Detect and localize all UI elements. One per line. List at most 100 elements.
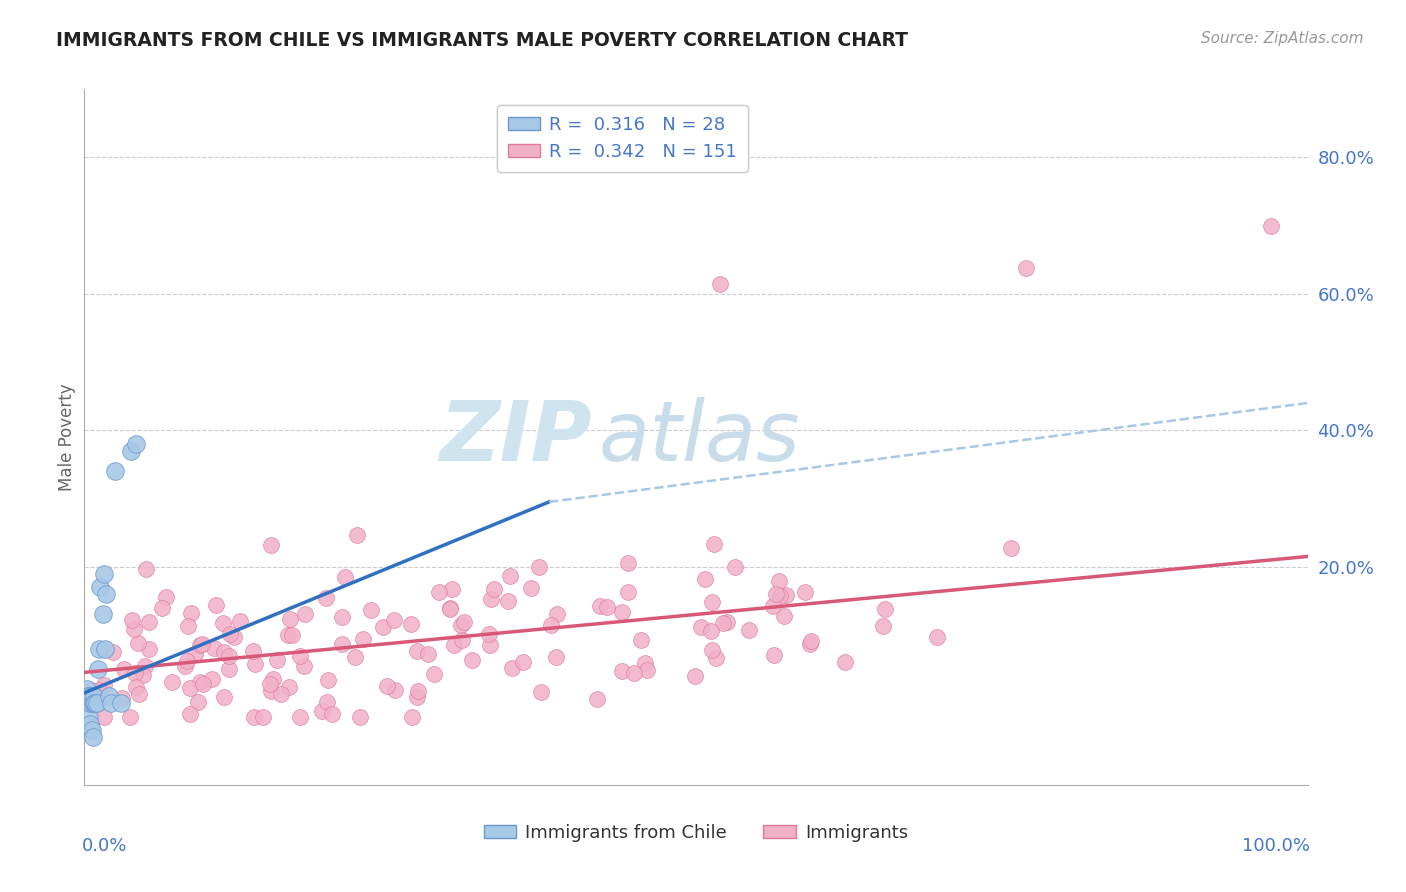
Point xyxy=(360,603,382,617)
Point xyxy=(155,590,177,604)
Point xyxy=(80,690,103,704)
Point xyxy=(77,690,100,704)
Point xyxy=(330,609,353,624)
Point xyxy=(527,560,550,574)
Point xyxy=(97,690,120,704)
Point xyxy=(316,695,339,709)
Point xyxy=(259,677,281,691)
Point xyxy=(93,566,115,581)
Point xyxy=(375,679,398,693)
Legend: R =  0.316   N = 28, R =  0.342   N = 151: R = 0.316 N = 28, R = 0.342 N = 151 xyxy=(498,105,748,172)
Point xyxy=(762,599,785,613)
Point xyxy=(589,599,612,614)
Point xyxy=(80,683,103,698)
Point xyxy=(125,680,148,694)
Point xyxy=(596,599,619,614)
Point xyxy=(278,612,301,626)
Point xyxy=(496,593,519,607)
Point xyxy=(242,644,264,658)
Point xyxy=(218,648,240,663)
Point xyxy=(96,587,118,601)
Point xyxy=(737,624,759,638)
Point xyxy=(290,710,312,724)
Point xyxy=(346,528,368,542)
Point xyxy=(77,696,100,710)
Point xyxy=(512,655,534,669)
Point xyxy=(702,595,724,609)
Point xyxy=(335,570,357,584)
Point xyxy=(406,684,429,698)
Point xyxy=(401,710,423,724)
Point xyxy=(135,562,157,576)
Point xyxy=(212,690,235,705)
Point xyxy=(451,633,474,648)
Point xyxy=(1260,219,1282,233)
Point xyxy=(281,627,304,641)
Point xyxy=(321,707,343,722)
Point xyxy=(83,690,105,704)
Point xyxy=(683,669,706,683)
Point xyxy=(775,589,797,603)
Point xyxy=(501,661,523,675)
Point xyxy=(127,636,149,650)
Point xyxy=(128,687,150,701)
Point xyxy=(124,665,146,680)
Point xyxy=(616,556,638,570)
Point xyxy=(77,690,100,704)
Point xyxy=(270,687,292,701)
Point xyxy=(114,662,136,676)
Point xyxy=(222,630,245,644)
Point xyxy=(875,602,897,616)
Y-axis label: Male Poverty: Male Poverty xyxy=(58,384,76,491)
Point xyxy=(89,580,111,594)
Point xyxy=(260,683,283,698)
Point xyxy=(461,652,484,666)
Point xyxy=(83,696,105,710)
Point xyxy=(190,638,212,652)
Point xyxy=(716,615,738,629)
Point xyxy=(205,598,228,612)
Point xyxy=(703,537,725,551)
Point xyxy=(86,696,108,710)
Point xyxy=(121,613,143,627)
Point xyxy=(84,696,107,710)
Point xyxy=(277,628,299,642)
Text: ZIP: ZIP xyxy=(439,397,592,477)
Point xyxy=(768,574,790,589)
Point xyxy=(77,710,100,724)
Point xyxy=(111,690,134,705)
Point xyxy=(762,648,785,662)
Point xyxy=(152,600,174,615)
Point xyxy=(187,695,209,709)
Text: 0.0%: 0.0% xyxy=(82,837,128,855)
Point xyxy=(794,584,817,599)
Point xyxy=(586,692,609,706)
Point xyxy=(87,662,110,676)
Point xyxy=(416,647,439,661)
Text: Source: ZipAtlas.com: Source: ZipAtlas.com xyxy=(1201,31,1364,46)
Point xyxy=(315,591,337,606)
Point xyxy=(201,672,224,686)
Text: IMMIGRANTS FROM CHILE VS IMMIGRANTS MALE POVERTY CORRELATION CHART: IMMIGRANTS FROM CHILE VS IMMIGRANTS MALE… xyxy=(56,31,908,50)
Point xyxy=(188,638,211,652)
Point xyxy=(330,637,353,651)
Point xyxy=(262,672,284,686)
Point xyxy=(695,572,717,586)
Point xyxy=(441,582,464,597)
Point xyxy=(352,632,374,647)
Point xyxy=(499,569,522,583)
Point xyxy=(318,673,340,687)
Point xyxy=(180,607,202,621)
Point xyxy=(202,640,225,655)
Point xyxy=(799,638,821,652)
Point xyxy=(131,668,153,682)
Point xyxy=(344,649,367,664)
Point xyxy=(800,634,823,648)
Point xyxy=(176,654,198,668)
Point xyxy=(834,655,856,669)
Point xyxy=(636,663,658,677)
Point xyxy=(104,464,127,478)
Point xyxy=(79,696,101,710)
Point xyxy=(120,443,142,458)
Point xyxy=(243,657,266,671)
